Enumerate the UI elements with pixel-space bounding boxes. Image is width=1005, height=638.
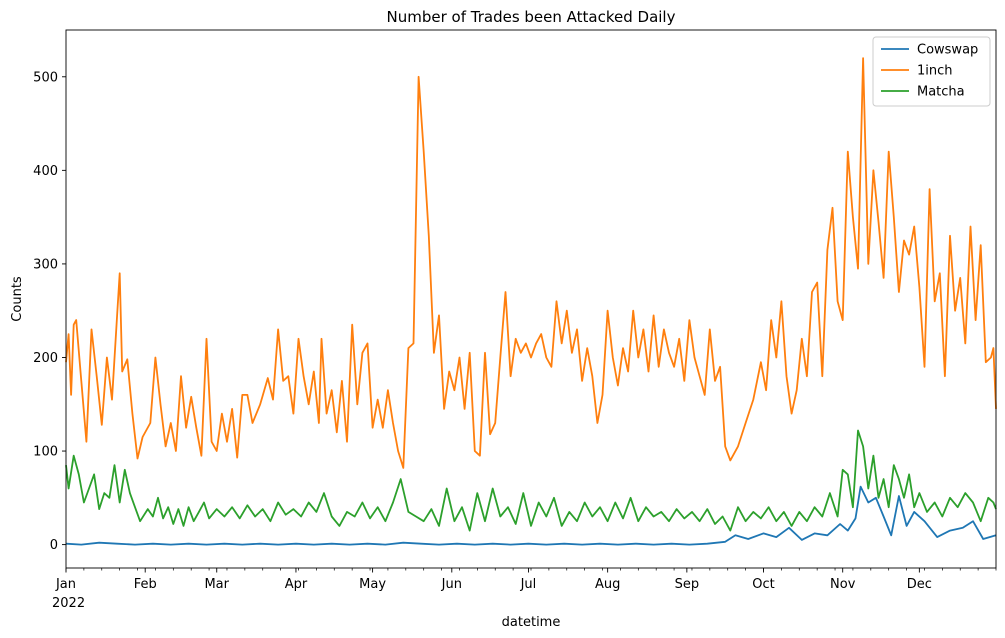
x-tick-label: Feb (134, 577, 157, 592)
series-line-cowswap (65, 485, 997, 546)
series-line-1inch (65, 57, 997, 469)
x-tick-label: Dec (907, 577, 932, 592)
y-tick-label: 300 (33, 257, 58, 272)
x-tick-label: Sep (675, 577, 700, 592)
axes: 0 100 200 300 400 500 Jan Feb Mar Apr May Jun Jul Aug… (33, 29, 997, 592)
plot-frame (65, 29, 997, 569)
x-tick-label: Aug (595, 577, 620, 592)
x-axis-title: datetime (502, 615, 561, 630)
y-axis-title: Counts (10, 276, 25, 322)
y-tick-label: 200 (33, 351, 58, 366)
x-tick-label: May (359, 577, 386, 592)
legend-box (872, 36, 991, 107)
y-tick-label: 100 (33, 445, 58, 460)
legend-label-matcha: Matcha (917, 85, 965, 100)
x-axis-year-label: 2022 (52, 596, 85, 611)
chart-title: Number of Trades been Attacked Daily (387, 8, 676, 26)
x-tick-label: Mar (204, 577, 229, 592)
x-tick-label: Apr (285, 577, 308, 592)
legend: Cowswap 1inch Matcha (872, 36, 991, 107)
plot-area (65, 57, 997, 546)
y-tick-label: 400 (33, 164, 58, 179)
y-tick-label: 0 (50, 538, 58, 553)
x-tick-label: Jul (520, 577, 537, 592)
x-tick-label: Nov (830, 577, 856, 592)
legend-label-1inch: 1inch (917, 64, 953, 79)
series-line-matcha (65, 429, 997, 532)
x-tick-label: Jan (55, 577, 76, 592)
x-tick-label: Oct (752, 577, 774, 592)
x-tick-label: Jun (441, 577, 462, 592)
legend-label-cowswap: Cowswap (917, 43, 978, 58)
y-tick-label: 500 (33, 70, 58, 85)
